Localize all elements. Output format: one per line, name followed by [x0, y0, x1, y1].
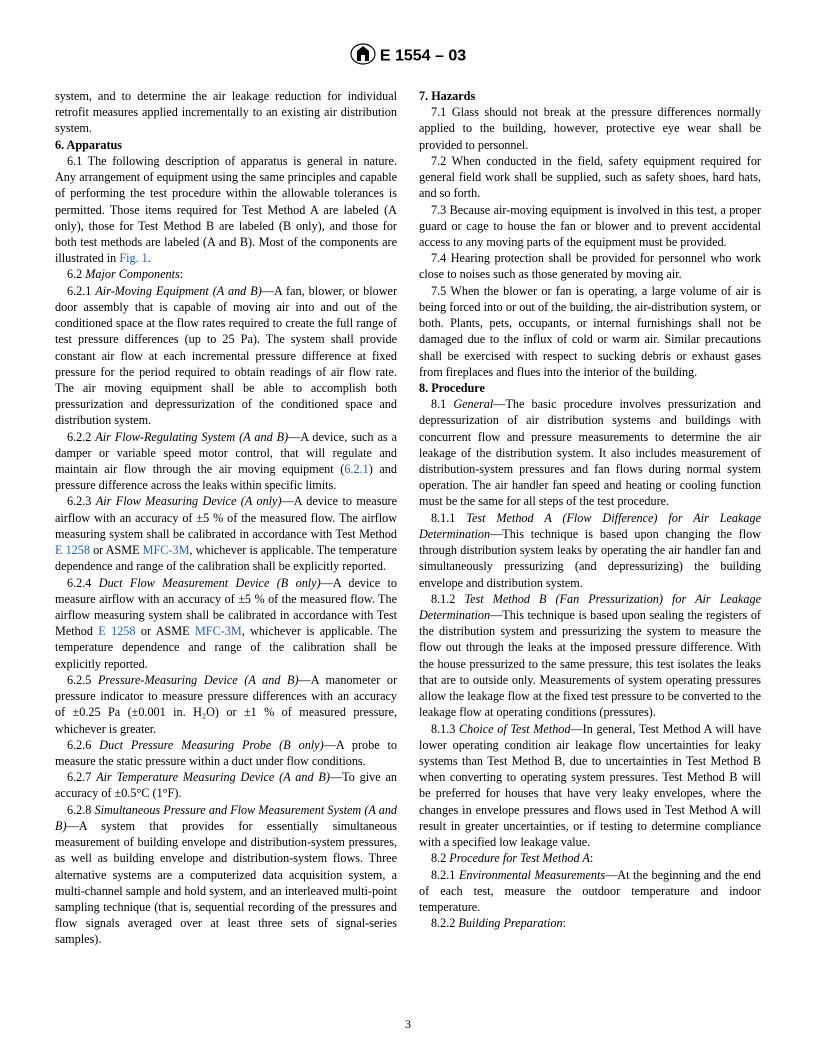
- para-8-2: 8.2 Procedure for Test Method A:: [419, 850, 761, 866]
- para-6-2-head: Major Components: [85, 267, 179, 281]
- para-6-2-1: 6.2.1 Air-Moving Equipment (A and B)—A f…: [55, 283, 397, 429]
- ref-6-2-1-link[interactable]: 6.2.1: [344, 462, 368, 476]
- para-7-2: 7.2 When conducted in the field, safety …: [419, 153, 761, 202]
- para-8-1-3-label: 8.1.3: [431, 722, 459, 736]
- para-6-2-3-label: 6.2.3: [67, 494, 96, 508]
- para-6-2-2: 6.2.2 Air Flow-Regulating System (A and …: [55, 429, 397, 494]
- para-8-1-2-body: —This technique is based upon sealing th…: [419, 608, 761, 719]
- para-6-1-text: 6.1 The following description of apparat…: [55, 154, 397, 265]
- page-number: 3: [0, 1017, 816, 1032]
- para-6-2-8-label: 6.2.8: [67, 803, 95, 817]
- para-8-2-2-label: 8.2.2: [431, 916, 458, 930]
- para-8-2-2: 8.2.2 Building Preparation:: [419, 915, 761, 931]
- para-6-2-6-label: 6.2.6: [67, 738, 99, 752]
- para-6-2-4-head: Duct Flow Measurement Device (B only): [99, 576, 321, 590]
- para-8-1: 8.1 General—The basic procedure involves…: [419, 396, 761, 510]
- para-8-1-body: —The basic procedure involves pressuriza…: [419, 397, 761, 508]
- para-6-2-4-label: 6.2.4: [67, 576, 99, 590]
- para-8-1-3-head: Choice of Test Method: [459, 722, 570, 736]
- para-6-2-3: 6.2.3 Air Flow Measuring Device (A only)…: [55, 493, 397, 574]
- e1258-link-2[interactable]: E 1258: [98, 624, 135, 638]
- para-6-2-7: 6.2.7 Air Temperature Measuring Device (…: [55, 769, 397, 801]
- para-7-4: 7.4 Hearing protection shall be provided…: [419, 250, 761, 282]
- para-7-1: 7.1 Glass should not break at the pressu…: [419, 104, 761, 153]
- para-6-2-tail: :: [180, 267, 183, 281]
- para-8-2-1: 8.2.1 Environmental Measurements—At the …: [419, 867, 761, 916]
- para-6-2-6: 6.2.6 Duct Pressure Measuring Probe (B o…: [55, 737, 397, 769]
- para-6-1-end: .: [148, 251, 151, 265]
- para-6-2-7-label: 6.2.7: [67, 770, 96, 784]
- para-8-1-2: 8.1.2 Test Method B (Fan Pressurization)…: [419, 591, 761, 721]
- para-6-1: 6.1 The following description of apparat…: [55, 153, 397, 267]
- para-8-1-label: 8.1: [431, 397, 453, 411]
- para-7-5: 7.5 When the blower or fan is operating,…: [419, 283, 761, 380]
- lead-paragraph: system, and to determine the air leakage…: [55, 88, 397, 137]
- e1258-link-1[interactable]: E 1258: [55, 543, 90, 557]
- section-6-heading: 6. Apparatus: [55, 137, 397, 153]
- para-6-2-6-head: Duct Pressure Measuring Probe (B only): [99, 738, 323, 752]
- mfc3m-link-1[interactable]: MFC-3M: [143, 543, 190, 557]
- section-7-heading: 7. Hazards: [419, 88, 761, 104]
- para-6-2-4-mid: or ASME: [136, 624, 195, 638]
- para-8-1-head: General: [453, 397, 493, 411]
- mfc3m-link-2[interactable]: MFC-3M: [195, 624, 242, 638]
- para-8-2-1-head: Environmental Measurements: [459, 868, 605, 882]
- para-6-2-8: 6.2.8 Simultaneous Pressure and Flow Mea…: [55, 802, 397, 948]
- para-6-2-5: 6.2.5 Pressure-Measuring Device (A and B…: [55, 672, 397, 737]
- para-6-2-3-mid: or ASME: [90, 543, 143, 557]
- page-header: E 1554 – 03: [55, 43, 761, 70]
- para-8-1-2-label: 8.1.2: [431, 592, 464, 606]
- para-8-1-1-label: 8.1.1: [431, 511, 466, 525]
- para-7-3: 7.3 Because air-moving equipment is invo…: [419, 202, 761, 251]
- para-6-2-2-head: Air Flow-Regulating System (A and B): [95, 430, 288, 444]
- astm-logo-icon: [350, 43, 376, 70]
- para-8-2-2-tail: :: [563, 916, 566, 930]
- para-6-2-5-head: Pressure-Measuring Device (A and B): [98, 673, 299, 687]
- para-8-1-3: 8.1.3 Choice of Test Method—In general, …: [419, 721, 761, 851]
- para-6-2-3-head: Air Flow Measuring Device (A only): [96, 494, 282, 508]
- para-6-2-4: 6.2.4 Duct Flow Measurement Device (B on…: [55, 575, 397, 672]
- para-8-2-label: 8.2: [431, 851, 449, 865]
- section-8-heading: 8. Procedure: [419, 380, 761, 396]
- para-6-2-2-label: 6.2.2: [67, 430, 95, 444]
- para-8-1-1: 8.1.1 Test Method A (Flow Difference) fo…: [419, 510, 761, 591]
- designation-text: E 1554 – 03: [380, 48, 466, 65]
- para-8-2-1-label: 8.2.1: [431, 868, 459, 882]
- para-6-2-1-label: 6.2.1: [67, 284, 95, 298]
- para-6-2-7-head: Air Temperature Measuring Device (A and …: [96, 770, 330, 784]
- para-6-2-1-body: —A fan, blower, or blower door assembly …: [55, 284, 397, 428]
- page: E 1554 – 03 system, and to determine the…: [0, 0, 816, 1056]
- para-6-2-5-label: 6.2.5: [67, 673, 98, 687]
- para-8-2-tail: :: [590, 851, 593, 865]
- para-8-2-2-head: Building Preparation: [458, 916, 562, 930]
- para-6-2: 6.2 Major Components:: [55, 266, 397, 282]
- body-columns: system, and to determine the air leakage…: [55, 88, 761, 948]
- para-6-2-1-head: Air-Moving Equipment (A and B): [95, 284, 261, 298]
- para-6-2-label: 6.2: [67, 267, 85, 281]
- para-6-2-8-body: —A system that provides for essentially …: [55, 819, 397, 947]
- para-8-2-head: Procedure for Test Method A: [449, 851, 590, 865]
- para-8-1-3-body: —In general, Test Method A will have low…: [419, 722, 761, 850]
- fig-1-link[interactable]: Fig. 1: [119, 251, 147, 265]
